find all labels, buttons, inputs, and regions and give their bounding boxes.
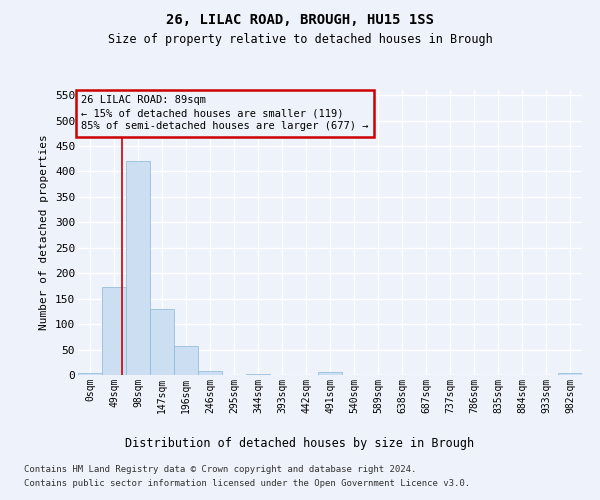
Text: Distribution of detached houses by size in Brough: Distribution of detached houses by size … — [125, 438, 475, 450]
Bar — [126, 161, 150, 375]
Text: 26 LILAC ROAD: 89sqm
← 15% of detached houses are smaller (119)
85% of semi-deta: 26 LILAC ROAD: 89sqm ← 15% of detached h… — [81, 95, 368, 132]
Bar — [246, 374, 270, 375]
Y-axis label: Number of detached properties: Number of detached properties — [40, 134, 49, 330]
Text: Contains HM Land Registry data © Crown copyright and database right 2024.: Contains HM Land Registry data © Crown c… — [24, 466, 416, 474]
Bar — [198, 372, 222, 375]
Bar — [318, 372, 342, 375]
Bar — [558, 373, 582, 375]
Text: Size of property relative to detached houses in Brough: Size of property relative to detached ho… — [107, 32, 493, 46]
Text: Contains public sector information licensed under the Open Government Licence v3: Contains public sector information licen… — [24, 479, 470, 488]
Text: 26, LILAC ROAD, BROUGH, HU15 1SS: 26, LILAC ROAD, BROUGH, HU15 1SS — [166, 12, 434, 26]
Bar — [102, 288, 126, 375]
Bar — [150, 309, 174, 375]
Bar — [174, 346, 198, 375]
Bar — [78, 373, 102, 375]
